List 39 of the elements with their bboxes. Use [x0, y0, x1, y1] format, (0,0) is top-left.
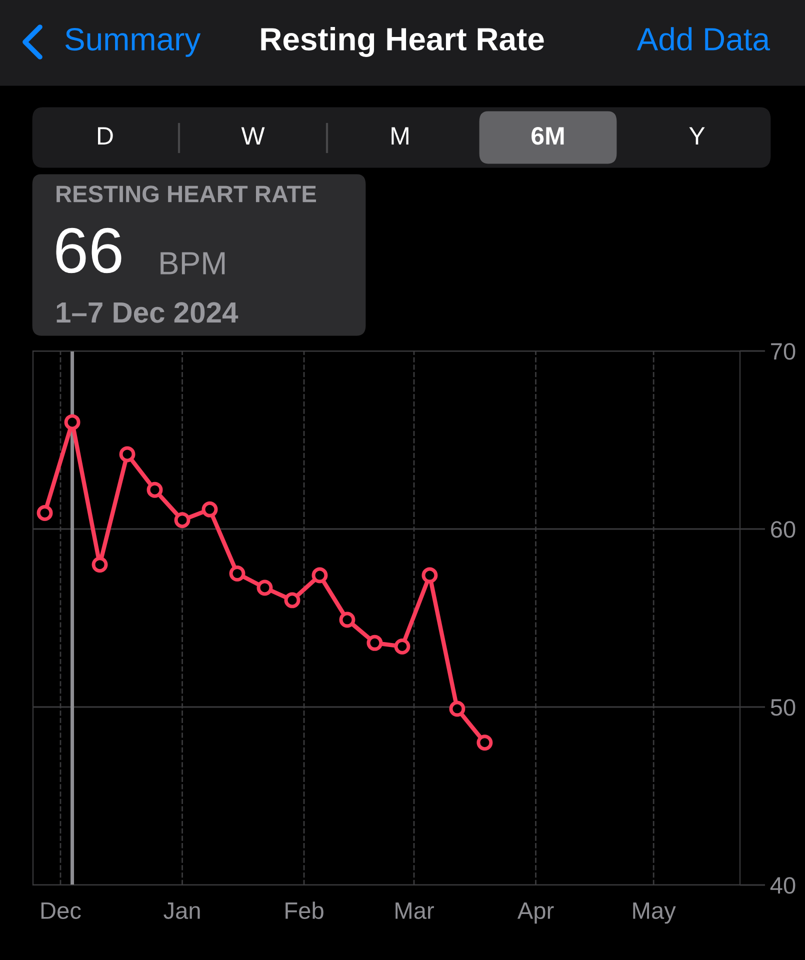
text: RESTING HEART RATE [56, 186, 316, 202]
point [312, 567, 328, 584]
y-tick-label: 40 [770, 877, 796, 894]
point [422, 567, 438, 584]
y-tick-label: 50 [770, 699, 796, 716]
point [339, 612, 356, 628]
x-tick-label: Jan [164, 902, 200, 920]
text: 6M [532, 127, 564, 145]
x-tick-label: May [633, 902, 676, 924]
point [64, 414, 80, 430]
point [36, 504, 53, 521]
text: Y [689, 127, 705, 144]
text: M [392, 127, 408, 144]
point [449, 700, 466, 717]
point [202, 501, 218, 518]
x-tick-label: Apr [517, 902, 554, 924]
point [284, 592, 300, 608]
point [366, 634, 383, 651]
point [229, 566, 246, 582]
point [256, 580, 273, 596]
point [92, 556, 108, 573]
text: 66 [56, 228, 122, 274]
point [146, 482, 163, 498]
point [119, 446, 136, 462]
y-tick-label: 60 [771, 521, 796, 538]
x-tick-label: Dec [41, 902, 81, 920]
point [174, 512, 190, 528]
x-tick-label: Mar [396, 902, 434, 920]
text: W [241, 127, 265, 144]
chart-title: Resting Heart Rate [261, 27, 544, 57]
point [394, 638, 410, 654]
y-tick-label: 70 [771, 343, 796, 360]
text: BPM [160, 252, 225, 274]
point [476, 734, 493, 751]
x-tick-label: Feb [286, 902, 324, 920]
text: D [98, 127, 113, 144]
text: Add Data [636, 27, 770, 51]
text: 1–7 Dec 2024 [56, 302, 238, 323]
text: Summary [65, 28, 201, 57]
